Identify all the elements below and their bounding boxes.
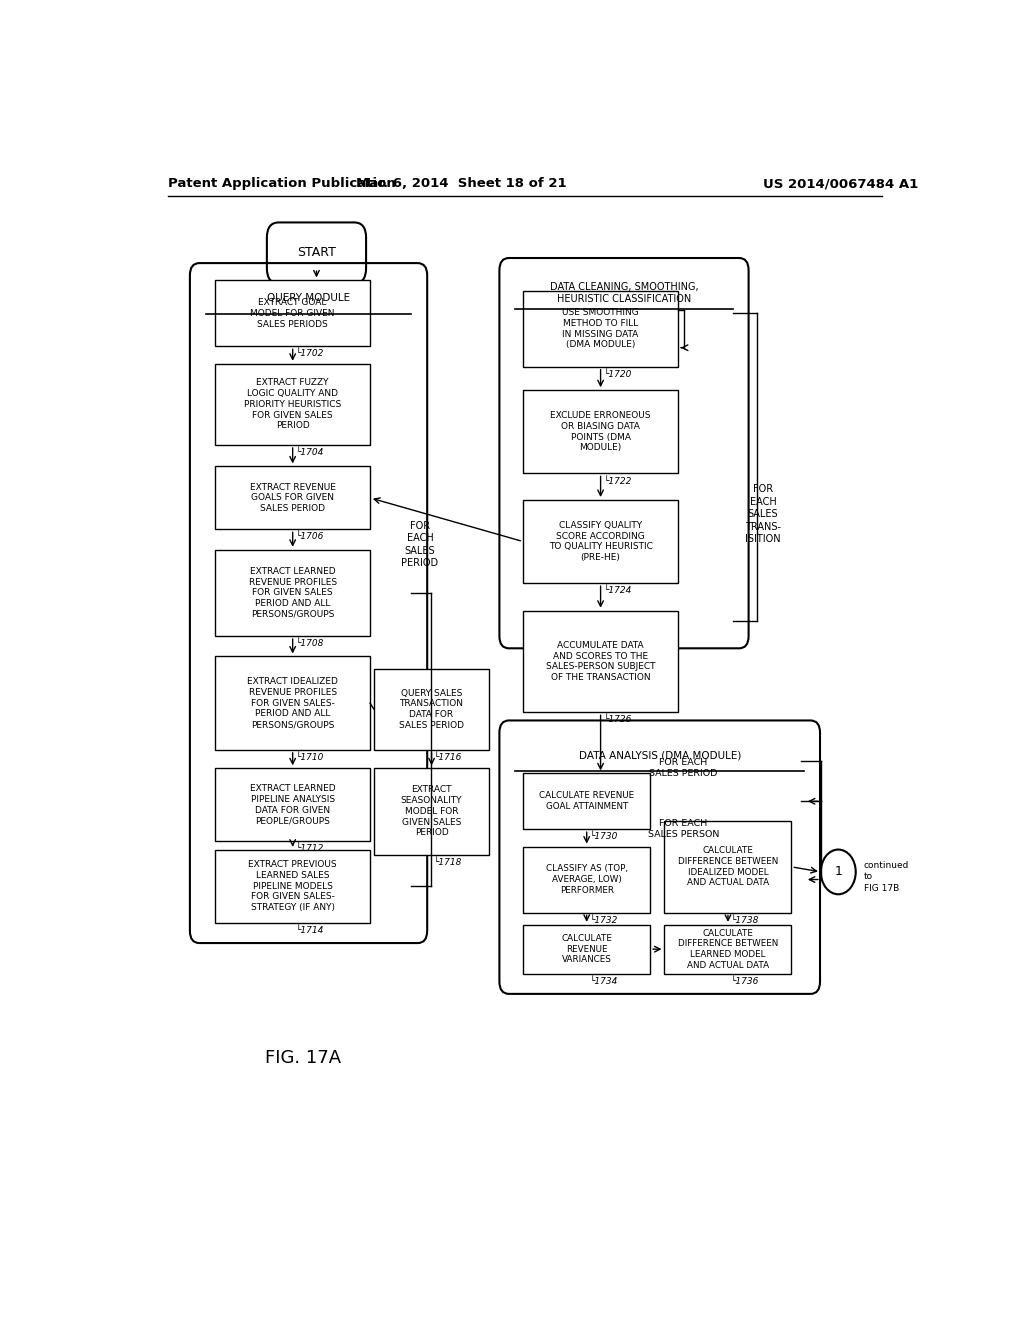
Text: FIG. 17A: FIG. 17A xyxy=(264,1049,341,1067)
Text: CALCULATE
DIFFERENCE BETWEEN
LEARNED MODEL
AND ACTUAL DATA: CALCULATE DIFFERENCE BETWEEN LEARNED MOD… xyxy=(678,928,778,970)
FancyBboxPatch shape xyxy=(215,466,370,529)
Text: └1734: └1734 xyxy=(589,977,617,986)
Text: CALCULATE
REVENUE
VARIANCES: CALCULATE REVENUE VARIANCES xyxy=(561,935,612,965)
Text: └1706: └1706 xyxy=(296,532,325,541)
FancyBboxPatch shape xyxy=(267,223,367,284)
Text: └1708: └1708 xyxy=(296,639,325,648)
FancyBboxPatch shape xyxy=(665,821,792,912)
Text: └1730: └1730 xyxy=(589,833,617,841)
Text: └1702: └1702 xyxy=(296,350,325,359)
FancyBboxPatch shape xyxy=(215,768,370,841)
Text: 1: 1 xyxy=(835,866,842,878)
FancyBboxPatch shape xyxy=(374,768,489,854)
Text: Mar. 6, 2014  Sheet 18 of 21: Mar. 6, 2014 Sheet 18 of 21 xyxy=(356,177,566,190)
Text: DATA CLEANING, SMOOTHING,
HEURISTIC CLASSIFICATION: DATA CLEANING, SMOOTHING, HEURISTIC CLAS… xyxy=(550,281,698,304)
Text: EXTRACT PREVIOUS
LEARNED SALES
PIPELINE MODELS
FOR GIVEN SALES-
STRATEGY (IF ANY: EXTRACT PREVIOUS LEARNED SALES PIPELINE … xyxy=(249,861,337,912)
Text: CALCULATE
DIFFERENCE BETWEEN
IDEALIZED MODEL
AND ACTUAL DATA: CALCULATE DIFFERENCE BETWEEN IDEALIZED M… xyxy=(678,846,778,887)
FancyBboxPatch shape xyxy=(523,500,678,583)
Text: └1704: └1704 xyxy=(296,447,325,457)
FancyBboxPatch shape xyxy=(523,290,678,367)
FancyBboxPatch shape xyxy=(215,280,370,346)
FancyBboxPatch shape xyxy=(215,364,370,445)
Text: └1736: └1736 xyxy=(730,977,759,986)
Text: └1712: └1712 xyxy=(296,845,325,854)
Text: └1716: └1716 xyxy=(434,752,462,762)
Text: CLASSIFY AS (TOP,
AVERAGE, LOW)
PERFORMER: CLASSIFY AS (TOP, AVERAGE, LOW) PERFORME… xyxy=(546,865,628,895)
FancyBboxPatch shape xyxy=(523,925,650,974)
Text: USE SMOOTHING
METHOD TO FILL
IN MISSING DATA
(DMA MODULE): USE SMOOTHING METHOD TO FILL IN MISSING … xyxy=(562,308,639,350)
FancyBboxPatch shape xyxy=(523,611,678,713)
FancyBboxPatch shape xyxy=(523,391,678,474)
Text: └1710: └1710 xyxy=(296,752,325,762)
Text: EXTRACT LEARNED
PIPELINE ANALYSIS
DATA FOR GIVEN
PEOPLE/GROUPS: EXTRACT LEARNED PIPELINE ANALYSIS DATA F… xyxy=(250,784,336,825)
Text: ACCUMULATE DATA
AND SCORES TO THE
SALES-PERSON SUBJECT
OF THE TRANSACTION: ACCUMULATE DATA AND SCORES TO THE SALES-… xyxy=(546,642,655,682)
Text: FOR
EACH
SALES
TRANS-
ISITION: FOR EACH SALES TRANS- ISITION xyxy=(744,484,781,544)
FancyBboxPatch shape xyxy=(665,925,792,974)
Text: CALCULATE REVENUE
GOAL ATTAINMENT: CALCULATE REVENUE GOAL ATTAINMENT xyxy=(540,792,634,812)
Text: └1726: └1726 xyxy=(604,715,632,725)
Text: EXTRACT FUZZY
LOGIC QUALITY AND
PRIORITY HEURISTICS
FOR GIVEN SALES
PERIOD: EXTRACT FUZZY LOGIC QUALITY AND PRIORITY… xyxy=(244,379,341,430)
Text: DATA ANALYSIS (DMA MODULE): DATA ANALYSIS (DMA MODULE) xyxy=(579,750,741,760)
Text: EXTRACT LEARNED
REVENUE PROFILES
FOR GIVEN SALES
PERIOD AND ALL
PERSONS/GROUPS: EXTRACT LEARNED REVENUE PROFILES FOR GIV… xyxy=(249,566,337,619)
Text: FOR
EACH
SALES
PERIOD: FOR EACH SALES PERIOD xyxy=(401,521,438,568)
Text: └1720: └1720 xyxy=(604,370,632,379)
FancyBboxPatch shape xyxy=(215,549,370,636)
Text: Patent Application Publication: Patent Application Publication xyxy=(168,177,395,190)
Text: continued
to
FIG 17B: continued to FIG 17B xyxy=(863,861,909,894)
Text: CLASSIFY QUALITY
SCORE ACCORDING
TO QUALITY HEURISTIC
(PRE-HE): CLASSIFY QUALITY SCORE ACCORDING TO QUAL… xyxy=(549,521,652,562)
FancyBboxPatch shape xyxy=(215,656,370,750)
FancyBboxPatch shape xyxy=(523,774,650,829)
Text: QUERY MODULE: QUERY MODULE xyxy=(267,293,350,302)
FancyBboxPatch shape xyxy=(215,850,370,923)
Text: EXCLUDE ERRONEOUS
OR BIASING DATA
POINTS (DMA
MODULE): EXCLUDE ERRONEOUS OR BIASING DATA POINTS… xyxy=(550,412,651,453)
Text: US 2014/0067484 A1: US 2014/0067484 A1 xyxy=(763,177,919,190)
Text: QUERY SALES
TRANSACTION
DATA FOR
SALES PERIOD: QUERY SALES TRANSACTION DATA FOR SALES P… xyxy=(399,689,464,730)
Text: FOR EACH
SALES PERIOD: FOR EACH SALES PERIOD xyxy=(649,758,718,779)
Text: EXTRACT REVENUE
GOALS FOR GIVEN
SALES PERIOD: EXTRACT REVENUE GOALS FOR GIVEN SALES PE… xyxy=(250,483,336,513)
Text: EXTRACT
SEASONALITY
MODEL FOR
GIVEN SALES
PERIOD: EXTRACT SEASONALITY MODEL FOR GIVEN SALE… xyxy=(400,785,462,837)
Text: └1738: └1738 xyxy=(730,916,759,924)
Text: └1724: └1724 xyxy=(604,586,632,595)
Text: └1714: └1714 xyxy=(296,925,325,935)
Text: └1718: └1718 xyxy=(434,858,462,867)
Text: START: START xyxy=(297,247,336,260)
Text: EXTRACT IDEALIZED
REVENUE PROFILES
FOR GIVEN SALES-
PERIOD AND ALL
PERSONS/GROUP: EXTRACT IDEALIZED REVENUE PROFILES FOR G… xyxy=(247,677,338,729)
Text: FOR EACH
SALES PERSON: FOR EACH SALES PERSON xyxy=(648,820,719,840)
FancyBboxPatch shape xyxy=(374,669,489,750)
Text: └1722: └1722 xyxy=(604,477,632,486)
Text: EXTRACT GOAL
MODEL FOR GIVEN
SALES PERIODS: EXTRACT GOAL MODEL FOR GIVEN SALES PERIO… xyxy=(251,298,335,329)
Text: └1732: └1732 xyxy=(589,916,617,924)
FancyBboxPatch shape xyxy=(523,846,650,912)
